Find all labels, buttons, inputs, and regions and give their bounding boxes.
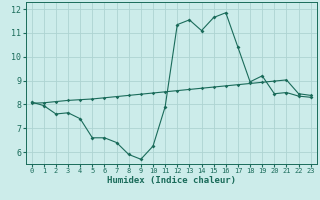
X-axis label: Humidex (Indice chaleur): Humidex (Indice chaleur): [107, 176, 236, 185]
